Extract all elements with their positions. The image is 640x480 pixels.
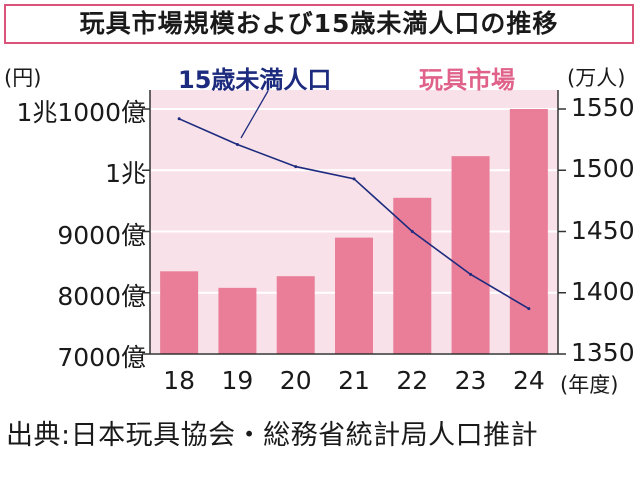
left-tick-label: 1兆 bbox=[105, 159, 146, 189]
source-note: 出典:日本玩具協会・総務省統計局人口推計 bbox=[6, 420, 539, 451]
bar-toy-market bbox=[276, 276, 315, 354]
bar-toy-market bbox=[393, 197, 432, 354]
bar-toy-market bbox=[509, 109, 548, 354]
right-tick-label: 1350 bbox=[571, 338, 635, 367]
x-tick-label: 24 bbox=[512, 366, 545, 395]
x-axis-unit: (年度) bbox=[560, 373, 619, 397]
right-tick-label: 1400 bbox=[571, 276, 635, 306]
left-tick-label: 1兆1000億 bbox=[16, 98, 146, 127]
chart-title: 玩具市場規模および15歳未満人口の推移 bbox=[79, 9, 559, 38]
point-population bbox=[527, 307, 531, 311]
x-tick-label: 21 bbox=[338, 366, 370, 395]
population-series-label: 15歳未満人口 bbox=[178, 66, 332, 94]
right-tick-label: 1500 bbox=[571, 154, 635, 184]
left-tick-label: 9000億 bbox=[57, 220, 146, 250]
bar-toy-market bbox=[160, 271, 199, 354]
left-tick-label: 8000億 bbox=[57, 281, 146, 311]
left-axis-unit: (円) bbox=[4, 66, 42, 90]
bar-toy-market bbox=[218, 287, 257, 354]
point-population bbox=[177, 117, 181, 121]
population-label-leader bbox=[240, 90, 269, 139]
bar-toy-market bbox=[335, 237, 373, 354]
right-axis-unit: (万人) bbox=[567, 66, 626, 90]
x-tick-label: 23 bbox=[454, 366, 487, 395]
point-population bbox=[235, 143, 239, 147]
point-population bbox=[294, 165, 298, 169]
point-population bbox=[469, 272, 473, 276]
title-box: 玩具市場規模および15歳未満人口の推移 bbox=[4, 4, 634, 44]
x-tick-label: 19 bbox=[221, 366, 254, 395]
x-tick-label: 22 bbox=[396, 366, 429, 395]
toy-market-series-label: 玩具市場 bbox=[419, 66, 515, 94]
right-tick-label: 1550 bbox=[571, 93, 635, 122]
x-tick-label: 20 bbox=[279, 366, 312, 395]
bar-toy-market bbox=[451, 156, 490, 354]
point-population bbox=[410, 230, 414, 233]
point-population bbox=[352, 177, 356, 181]
left-tick-label: 7000億 bbox=[57, 343, 146, 372]
right-tick-label: 1450 bbox=[571, 215, 635, 245]
x-tick-label: 18 bbox=[163, 366, 196, 395]
